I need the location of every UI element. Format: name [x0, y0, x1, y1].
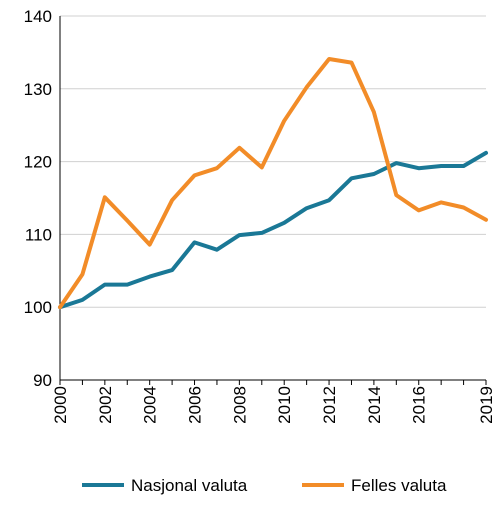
y-tick-label: 110: [25, 225, 52, 244]
y-tick-label: 140: [24, 7, 52, 26]
x-tick-label: 2004: [141, 386, 160, 424]
legend-label: Nasjonal valuta: [131, 476, 248, 495]
x-tick-label: 2016: [410, 386, 429, 424]
series-lines: [58, 57, 488, 310]
series-line-1: [58, 57, 488, 310]
axes: [59, 16, 487, 385]
x-tick-label: 2006: [186, 386, 205, 424]
y-tick-label: 100: [24, 298, 52, 317]
grid-lines: [60, 15, 486, 308]
y-axis-tick-labels: 90 100 110 120 130 140: [24, 7, 52, 390]
x-tick-label: 2008: [230, 386, 249, 424]
x-tick-label: 2002: [96, 386, 115, 424]
series-line-0: [58, 150, 488, 310]
x-tick-label: 2000: [51, 386, 70, 424]
x-tick-label: 2014: [365, 386, 384, 424]
y-tick-label: 130: [24, 80, 52, 99]
y-tick-label: 120: [24, 153, 52, 172]
x-axis-tick-labels: 2000 2002 2004 2006 2008 2010 2012 2014 2016 2019: [51, 386, 496, 424]
x-tick-label: 2019: [477, 386, 496, 424]
y-tick-label: 90: [33, 371, 52, 390]
legend-label: Felles valuta: [351, 476, 447, 495]
x-tick-label: 2012: [320, 386, 339, 424]
x-tick-label: 2010: [275, 386, 294, 424]
legend: Nasjonal valuta Felles valuta: [82, 476, 447, 495]
